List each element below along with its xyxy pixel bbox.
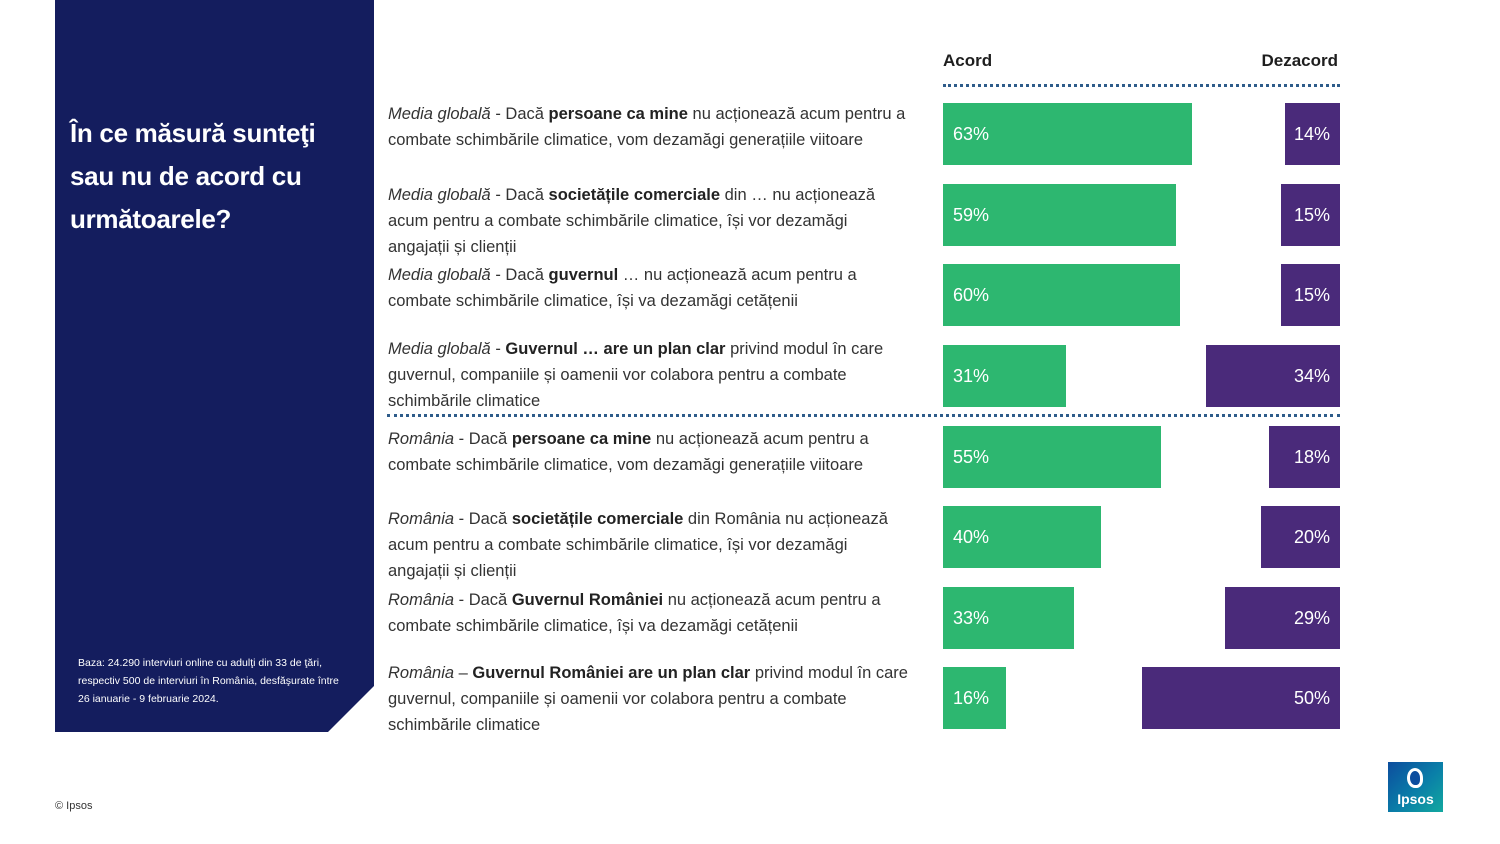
row-label-emphasis: persoane ca mine [511,430,652,448]
bar-dezacord: 20% [1260,506,1340,568]
row-label: România - Dacă societățile comerciale di… [388,506,908,584]
row-label: Media globală - Dacă societățile comerci… [388,182,908,260]
bar-dezacord-label: 34% [1293,365,1330,386]
bar-acord-label: 40% [953,526,990,547]
bar-acord: 60% [943,264,1181,326]
row-label-scope: Media globală [388,266,491,284]
row-label: România - Dacă persoane ca mine nu acțio… [388,426,908,478]
bar-dezacord: 15% [1280,264,1340,326]
row-label-rest: din România nu acționează acum pentru a … [388,510,888,580]
row-label-emphasis: societățile comerciale [511,510,684,528]
row-label-emphasis: guvernul [548,266,619,284]
bar-dezacord: 50% [1142,667,1340,729]
row-label: România – Guvernul României are un plan … [388,660,908,738]
bar-dezacord-label: 14% [1293,123,1330,144]
bar-acord-label: 63% [953,123,990,144]
section-divider [387,414,1340,417]
bar-acord: 16% [943,667,1007,729]
row-label-rest: privind modul în care guvernul, companii… [388,340,884,410]
row-label-separator: - Dacă [490,266,549,284]
bar-acord-label: 16% [953,687,990,708]
row-label-scope: Media globală [388,186,491,204]
header-divider [943,84,1340,87]
row-label-emphasis: Guvernul … are un plan clar [505,340,726,358]
row-label-scope: Media globală [388,105,491,123]
bar-dezacord-label: 15% [1293,204,1330,225]
bar-acord: 63% [943,103,1193,165]
row-label-separator: - Dacă [490,186,549,204]
bar-acord: 59% [943,184,1177,246]
bar-dezacord-label: 18% [1293,446,1330,467]
bar-dezacord: 18% [1268,426,1340,488]
row-label-rest: nu acționează acum pentru a combate schi… [388,105,906,149]
bar-acord: 55% [943,426,1161,488]
bar-acord-label: 31% [953,365,990,386]
ipsos-logo: Ipsos [1388,762,1443,812]
side-panel: În ce măsură sunteţi sau nu de acord cu … [55,0,374,732]
bar-dezacord: 14% [1284,103,1340,165]
row-label-separator: - Dacă [454,430,512,448]
header-dezacord: Dezacord [1261,51,1338,70]
bar-acord-label: 60% [953,284,990,305]
bar-acord: 40% [943,506,1102,568]
row-label-scope: Media globală [388,340,491,358]
row-label-scope: România [388,430,455,448]
bar-dezacord-label: 50% [1293,687,1330,708]
header-acord: Acord [943,51,993,70]
row-label: Media globală - Dacă guvernul … nu acțio… [388,262,908,314]
question-title: În ce măsură sunteţi sau nu de acord cu … [70,118,316,234]
bar-acord-label: 33% [953,607,990,628]
row-label-rest: din … nu acționează acum pentru a combat… [388,186,876,256]
row-label-rest: … nu acționează acum pentru a combate sc… [388,266,857,310]
bar-dezacord: 29% [1225,587,1340,649]
row-label-separator: - Dacă [454,510,512,528]
bar-acord-label: 55% [953,446,990,467]
bar-dezacord: 15% [1280,184,1340,246]
row-label-scope: România [388,591,455,609]
row-label-scope: România [388,510,455,528]
row-label-rest: nu acționează acum pentru a combate schi… [388,591,881,635]
row-label-separator: – [454,664,473,682]
row-label-emphasis: Guvernul României are un plan clar [472,664,751,682]
base-note: Baza: 24.290 interviuri online cu adulţi… [78,657,339,705]
row-label-rest: nu acționează acum pentru a combate schi… [388,430,869,474]
row-label-scope: România [388,664,455,682]
bar-dezacord-label: 15% [1293,284,1330,305]
logo-mark-icon [1407,768,1423,788]
row-label-emphasis: persoane ca mine [548,105,688,123]
row-label-emphasis: Guvernul României [511,591,664,609]
bar-dezacord-label: 20% [1293,526,1330,547]
logo-text: Ipsos [1397,791,1434,807]
row-label-separator: - Dacă [454,591,512,609]
copyright: © Ipsos [55,800,93,812]
row-label: România - Dacă Guvernul României nu acți… [388,587,908,639]
bar-acord: 33% [943,587,1074,649]
bar-acord-label: 59% [953,204,990,225]
bar-dezacord-label: 29% [1293,607,1330,628]
row-label-separator: - [490,340,506,358]
row-label: Media globală - Dacă persoane ca mine nu… [388,101,908,153]
row-label-emphasis: societățile comerciale [548,186,721,204]
bar-dezacord: 34% [1205,345,1340,407]
bar-acord: 31% [943,345,1066,407]
row-label-rest: privind modul în care guvernul, companii… [388,664,908,734]
row-label: Media globală - Guvernul … are un plan c… [388,336,908,414]
row-label-separator: - Dacă [490,105,549,123]
